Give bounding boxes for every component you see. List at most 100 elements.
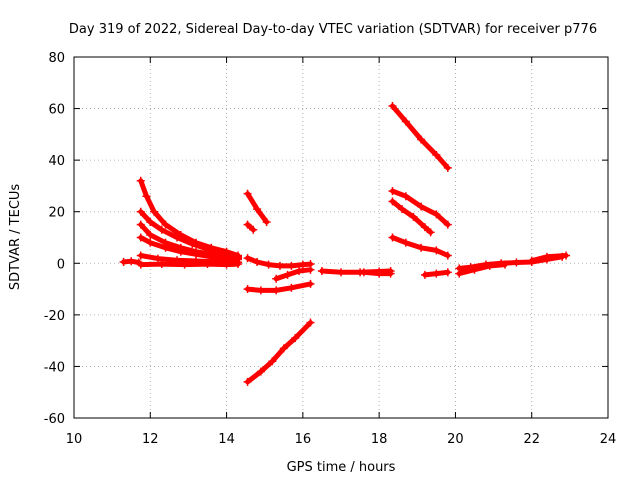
series-arc-j <box>243 254 315 270</box>
data-point <box>243 254 252 263</box>
series-line <box>390 103 451 171</box>
data-point <box>562 251 571 260</box>
chart-title: Day 319 of 2022, Sidereal Day-to-day VTE… <box>69 22 597 37</box>
data-point <box>272 286 281 295</box>
data-point <box>420 270 429 279</box>
data-point <box>203 260 212 269</box>
data-point <box>287 261 296 270</box>
y-axis-label: SDTVAR / TECUs <box>8 184 23 291</box>
x-tick-label: 20 <box>447 432 464 447</box>
series-arc-s <box>388 233 452 260</box>
data-point <box>542 252 551 261</box>
data-point <box>417 202 426 211</box>
data-point <box>249 225 258 234</box>
ticks: 10 12 14 16 18 20 22 24 -60 -40 -20 0 20 40 60 80 <box>44 51 617 447</box>
data-point <box>146 218 155 227</box>
data-point <box>146 230 155 239</box>
x-tick-label: 18 <box>371 432 388 447</box>
data-point <box>375 269 384 278</box>
x-tick-label: 10 <box>66 432 83 447</box>
data-point <box>337 268 345 277</box>
data-point <box>470 265 479 274</box>
x-tick-label: 16 <box>295 432 312 447</box>
series-arc-i <box>243 220 258 234</box>
data-point <box>455 269 464 278</box>
data-point <box>157 260 166 269</box>
data-point <box>136 251 145 260</box>
series-arc-p <box>388 101 452 172</box>
series-line <box>390 235 451 258</box>
data-point <box>150 207 159 216</box>
x-tick-label: 22 <box>523 432 540 447</box>
series-arc-c <box>136 207 243 261</box>
y-tick-label: 60 <box>48 103 65 118</box>
data-point <box>262 218 271 227</box>
data-point <box>432 269 441 278</box>
data-point <box>417 135 426 144</box>
data-point <box>398 205 407 214</box>
data-point <box>234 260 243 269</box>
data-point <box>527 256 536 265</box>
data-point <box>417 243 426 252</box>
series-arc-k <box>272 265 315 283</box>
series-arc-q <box>388 187 452 229</box>
data-point <box>388 197 397 206</box>
data-point <box>243 189 252 198</box>
data-point <box>295 267 304 276</box>
data-point <box>176 247 185 256</box>
y-tick-label: -40 <box>44 360 65 375</box>
y-tick-label: 80 <box>48 51 65 66</box>
y-tick-label: -60 <box>44 412 65 427</box>
data-point <box>443 251 452 260</box>
series-arc-l <box>243 279 315 295</box>
x-tick-label: 24 <box>600 432 617 447</box>
data-point <box>188 239 197 248</box>
data-point <box>443 163 452 172</box>
y-tick-label: 0 <box>57 257 65 272</box>
data-point <box>243 220 252 229</box>
series-arc-g <box>136 260 243 269</box>
series-line <box>456 262 508 277</box>
data-point <box>283 270 292 279</box>
plot-frame <box>73 56 609 419</box>
data-point <box>501 260 510 269</box>
data-point <box>272 274 281 283</box>
data-point <box>287 283 296 292</box>
data-point <box>136 176 145 185</box>
grid <box>74 57 608 418</box>
data-point <box>253 257 262 266</box>
series-line <box>245 320 313 385</box>
data-point <box>119 257 128 266</box>
data-point <box>432 210 441 219</box>
data-point <box>256 286 265 295</box>
data-point <box>388 101 397 110</box>
data-point <box>136 260 145 269</box>
data-point <box>142 192 151 201</box>
data-point <box>388 187 397 196</box>
x-tick-label: 14 <box>218 432 235 447</box>
data-point <box>401 117 410 126</box>
data-point <box>426 228 435 237</box>
data-point <box>136 207 145 216</box>
series-arc-r <box>388 197 435 237</box>
data-point <box>291 334 300 343</box>
data-point <box>146 238 155 247</box>
data-point <box>401 192 410 201</box>
data-point <box>443 268 452 277</box>
data-point <box>127 257 136 266</box>
x-tick-label: 12 <box>142 432 159 447</box>
data-point <box>275 261 284 270</box>
data-point <box>153 254 162 263</box>
data-point <box>222 260 231 269</box>
data-point <box>432 246 441 255</box>
series-arc-a <box>119 257 143 267</box>
data-point <box>268 357 277 366</box>
data-point <box>243 377 252 386</box>
y-tick-label: -20 <box>44 309 65 324</box>
data-point <box>386 269 395 278</box>
data-point <box>306 265 315 274</box>
y-tick-label: 40 <box>48 154 65 169</box>
data-point <box>264 260 273 269</box>
data-point <box>401 238 410 247</box>
